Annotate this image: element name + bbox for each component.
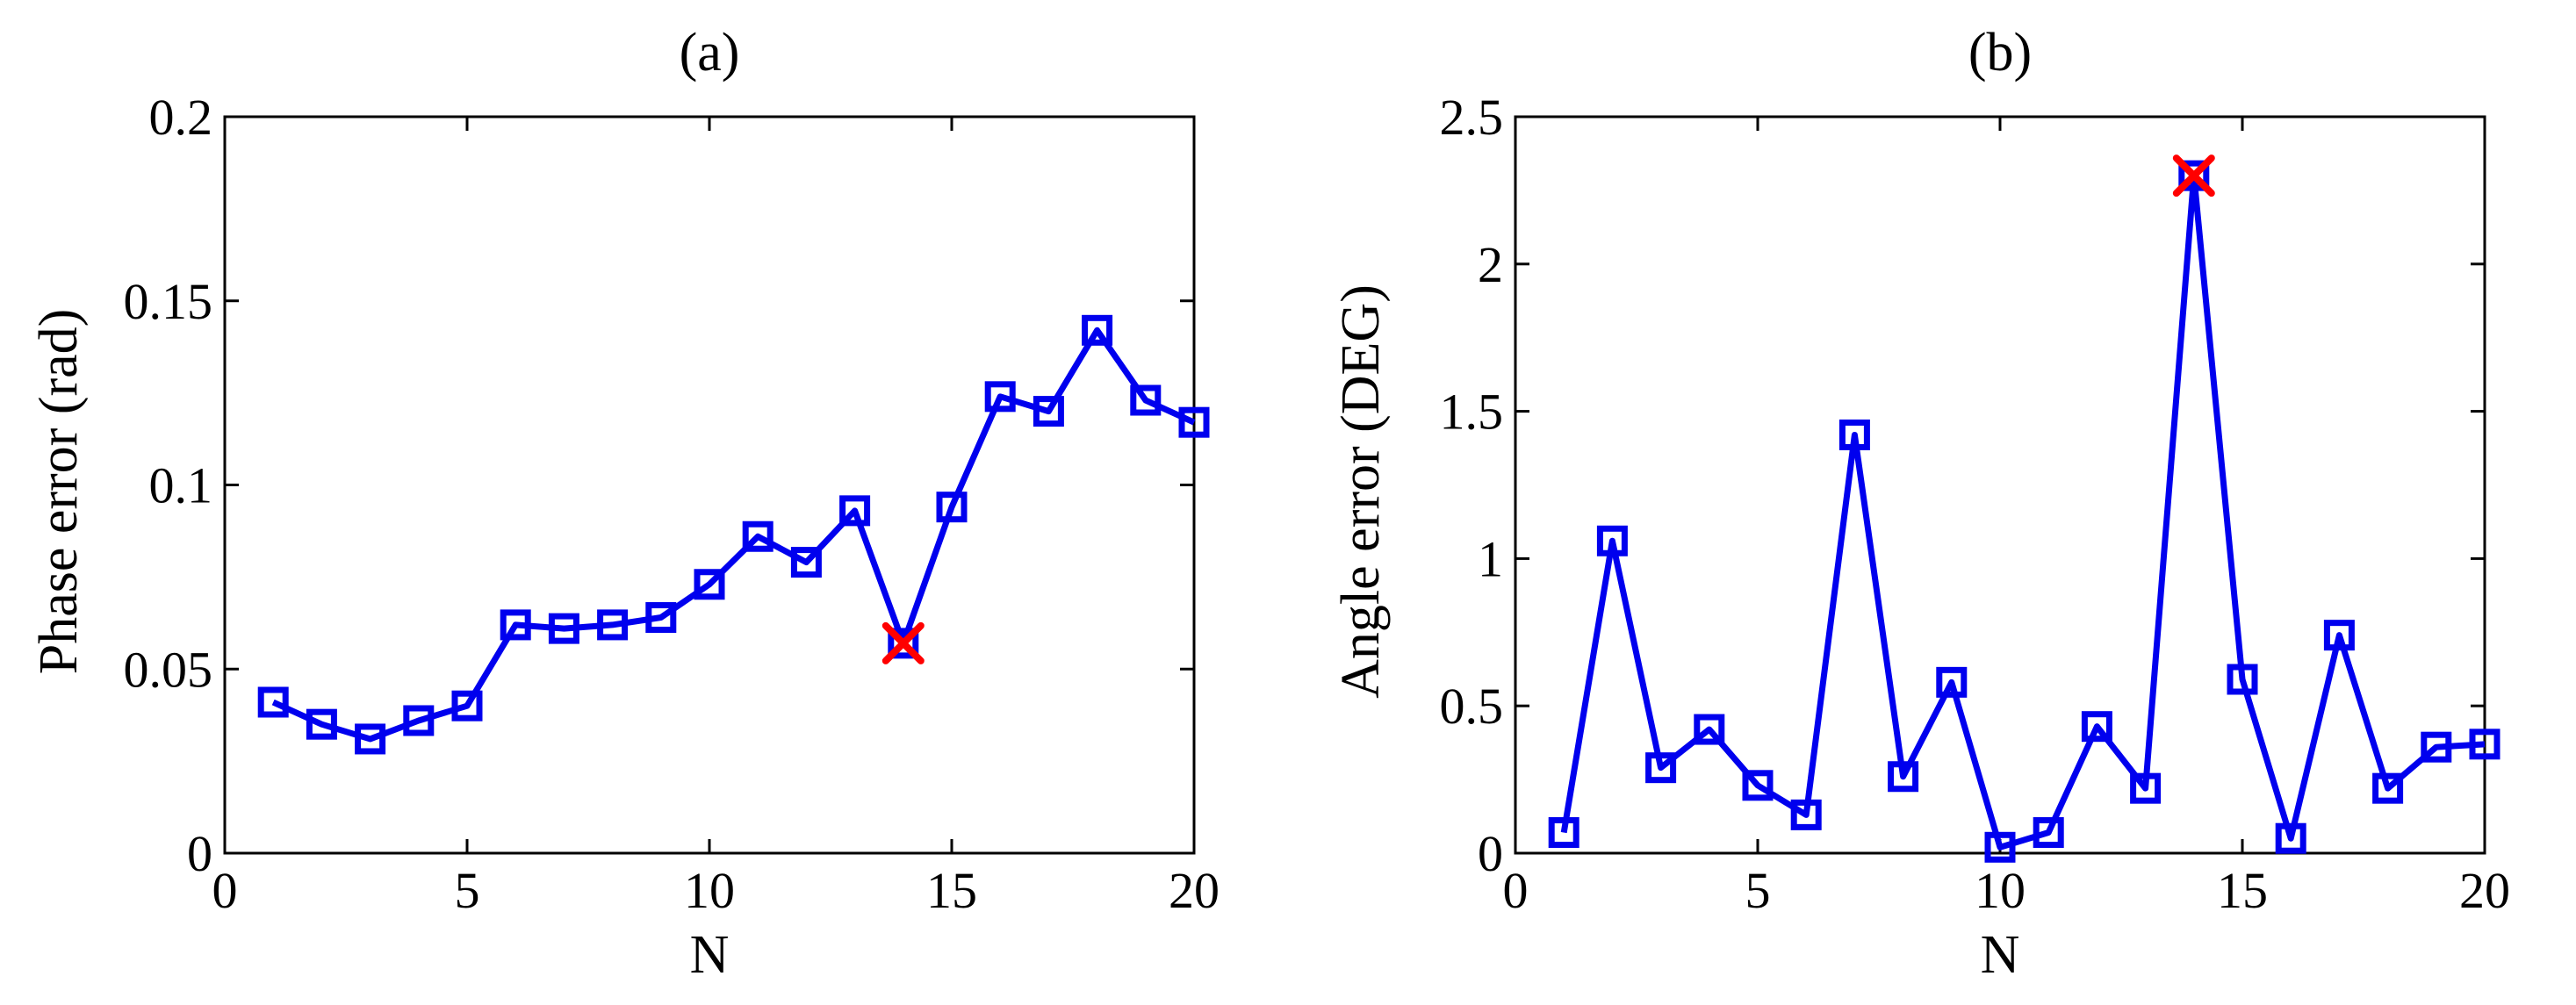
chart-b-plot-area: 0 5 10 15 20 0 0.5 1 1.5 2 2.5 xyxy=(1440,89,2511,919)
chart-b-x-tick-label: 10 xyxy=(1975,862,2026,919)
chart-a-highlight-x-marker xyxy=(881,621,925,664)
chart-a-data-point xyxy=(1033,396,1064,427)
chart-a-data-point xyxy=(500,609,531,641)
chart-b-x-tick-label: 20 xyxy=(2459,862,2510,919)
chart-b-data-point xyxy=(1790,799,1822,830)
chart-a-x-tick-label: 15 xyxy=(926,862,977,919)
chart-b-y-tick-label: 2.5 xyxy=(1440,89,1504,146)
chart-a-data-point xyxy=(257,686,289,718)
chart-b-data-point xyxy=(1694,714,1725,745)
chart-a-series-line xyxy=(271,327,1196,743)
chart-a-data-point xyxy=(839,495,871,527)
chart-b-data-point xyxy=(1596,525,1628,556)
chart-b-data-point xyxy=(2033,817,2064,849)
chart-b-data-point xyxy=(1936,666,1968,698)
chart-a-data-point xyxy=(597,609,629,641)
chart-a-data-point xyxy=(694,569,725,600)
chart-b-data-point xyxy=(1838,419,1870,450)
chart-a-data-point xyxy=(645,602,677,634)
chart-panel-a: (a) 0 5 10 15 20 0 0.05 0.1 0.15 0.2 N Phase erro… xyxy=(29,23,1220,985)
chart-a-y-tick-label: 0 xyxy=(187,825,212,882)
chart-b-data-point xyxy=(1984,831,2016,863)
chart-b-y-tick-label: 0.5 xyxy=(1440,678,1504,735)
chart-b-data-point xyxy=(2227,664,2258,695)
chart-a-data-point xyxy=(1082,314,1113,346)
chart-b-data-point xyxy=(2469,729,2500,760)
chart-a-x-tick-label: 5 xyxy=(455,862,480,919)
chart-b-title: (b) xyxy=(1968,23,2032,83)
chart-b-data-point xyxy=(1888,761,1919,793)
chart-b-data-point xyxy=(2178,160,2210,191)
chart-b-x-tick-label: 5 xyxy=(1745,862,1771,919)
chart-b-data-point xyxy=(1742,770,1774,801)
chart-a-highlight-stroke xyxy=(881,621,925,664)
chart-a-data-point xyxy=(355,723,386,755)
chart-a-data-point xyxy=(936,492,968,523)
chart-a-data-point xyxy=(742,520,774,552)
chart-a-axes-box xyxy=(223,115,1196,855)
chart-a-data-point xyxy=(403,705,435,736)
chart-a-data-point xyxy=(1178,406,1210,438)
chart-b-data-point xyxy=(2275,822,2306,854)
chart-b-series-line xyxy=(1560,172,2486,851)
chart-b-data-point xyxy=(2130,772,2162,804)
chart-b-data-point xyxy=(1548,817,1579,849)
chart-a-y-tick-label: 0.05 xyxy=(124,641,213,698)
chart-b-x-axis-label: N xyxy=(1981,925,2020,985)
chart-b-data-point xyxy=(2323,620,2355,651)
chart-a-title: (a) xyxy=(680,23,740,83)
chart-panel-b: (b) 0 5 10 15 20 0 0.5 1 1.5 2 2.5 N Angle error (… xyxy=(1331,23,2510,985)
chart-a-y-tick-label: 0.1 xyxy=(149,457,213,514)
chart-a-data-point xyxy=(888,628,919,659)
chart-a-data-point xyxy=(451,690,483,721)
chart-a-data-point xyxy=(306,708,337,740)
chart-a-y-tick-label: 0.15 xyxy=(124,273,213,330)
chart-b-highlight-stroke xyxy=(2172,154,2215,197)
chart-a-data-point xyxy=(984,381,1016,413)
chart-b-data-point xyxy=(2081,711,2112,743)
chart-b-y-tick-label: 0 xyxy=(1478,825,1503,882)
chart-b-y-tick-label: 2 xyxy=(1478,236,1503,293)
chart-b-data-point xyxy=(1645,752,1677,784)
chart-a-y-tick-label: 0.2 xyxy=(149,89,213,146)
chart-a-plot-area: 0 5 10 15 20 0 0.05 0.1 0.15 0.2 xyxy=(124,89,1220,919)
chart-a-x-axis-label: N xyxy=(690,925,730,985)
chart-b-x-tick-label: 0 xyxy=(1503,862,1529,919)
chart-b-axes-box xyxy=(1514,115,2486,855)
chart-b-data-point xyxy=(2372,772,2404,804)
chart-b-y-tick-label: 1.5 xyxy=(1440,384,1504,441)
chart-a-data-point xyxy=(548,613,579,644)
chart-a-x-tick-label: 10 xyxy=(684,862,735,919)
chart-b-highlight-x-marker xyxy=(2172,154,2215,197)
chart-b-data-point xyxy=(2421,731,2452,763)
chart-a-y-axis-label: Phase error (rad) xyxy=(29,309,89,675)
chart-a-data-point xyxy=(1130,384,1162,416)
chart-b-y-axis-label: Angle error (DEG) xyxy=(1331,284,1391,699)
chart-b-y-tick-label: 1 xyxy=(1478,530,1503,587)
chart-b-x-tick-label: 15 xyxy=(2217,862,2268,919)
chart-a-x-tick-label: 0 xyxy=(212,862,238,919)
chart-a-data-point xyxy=(790,547,822,578)
chart-a-x-tick-label: 20 xyxy=(1169,862,1220,919)
